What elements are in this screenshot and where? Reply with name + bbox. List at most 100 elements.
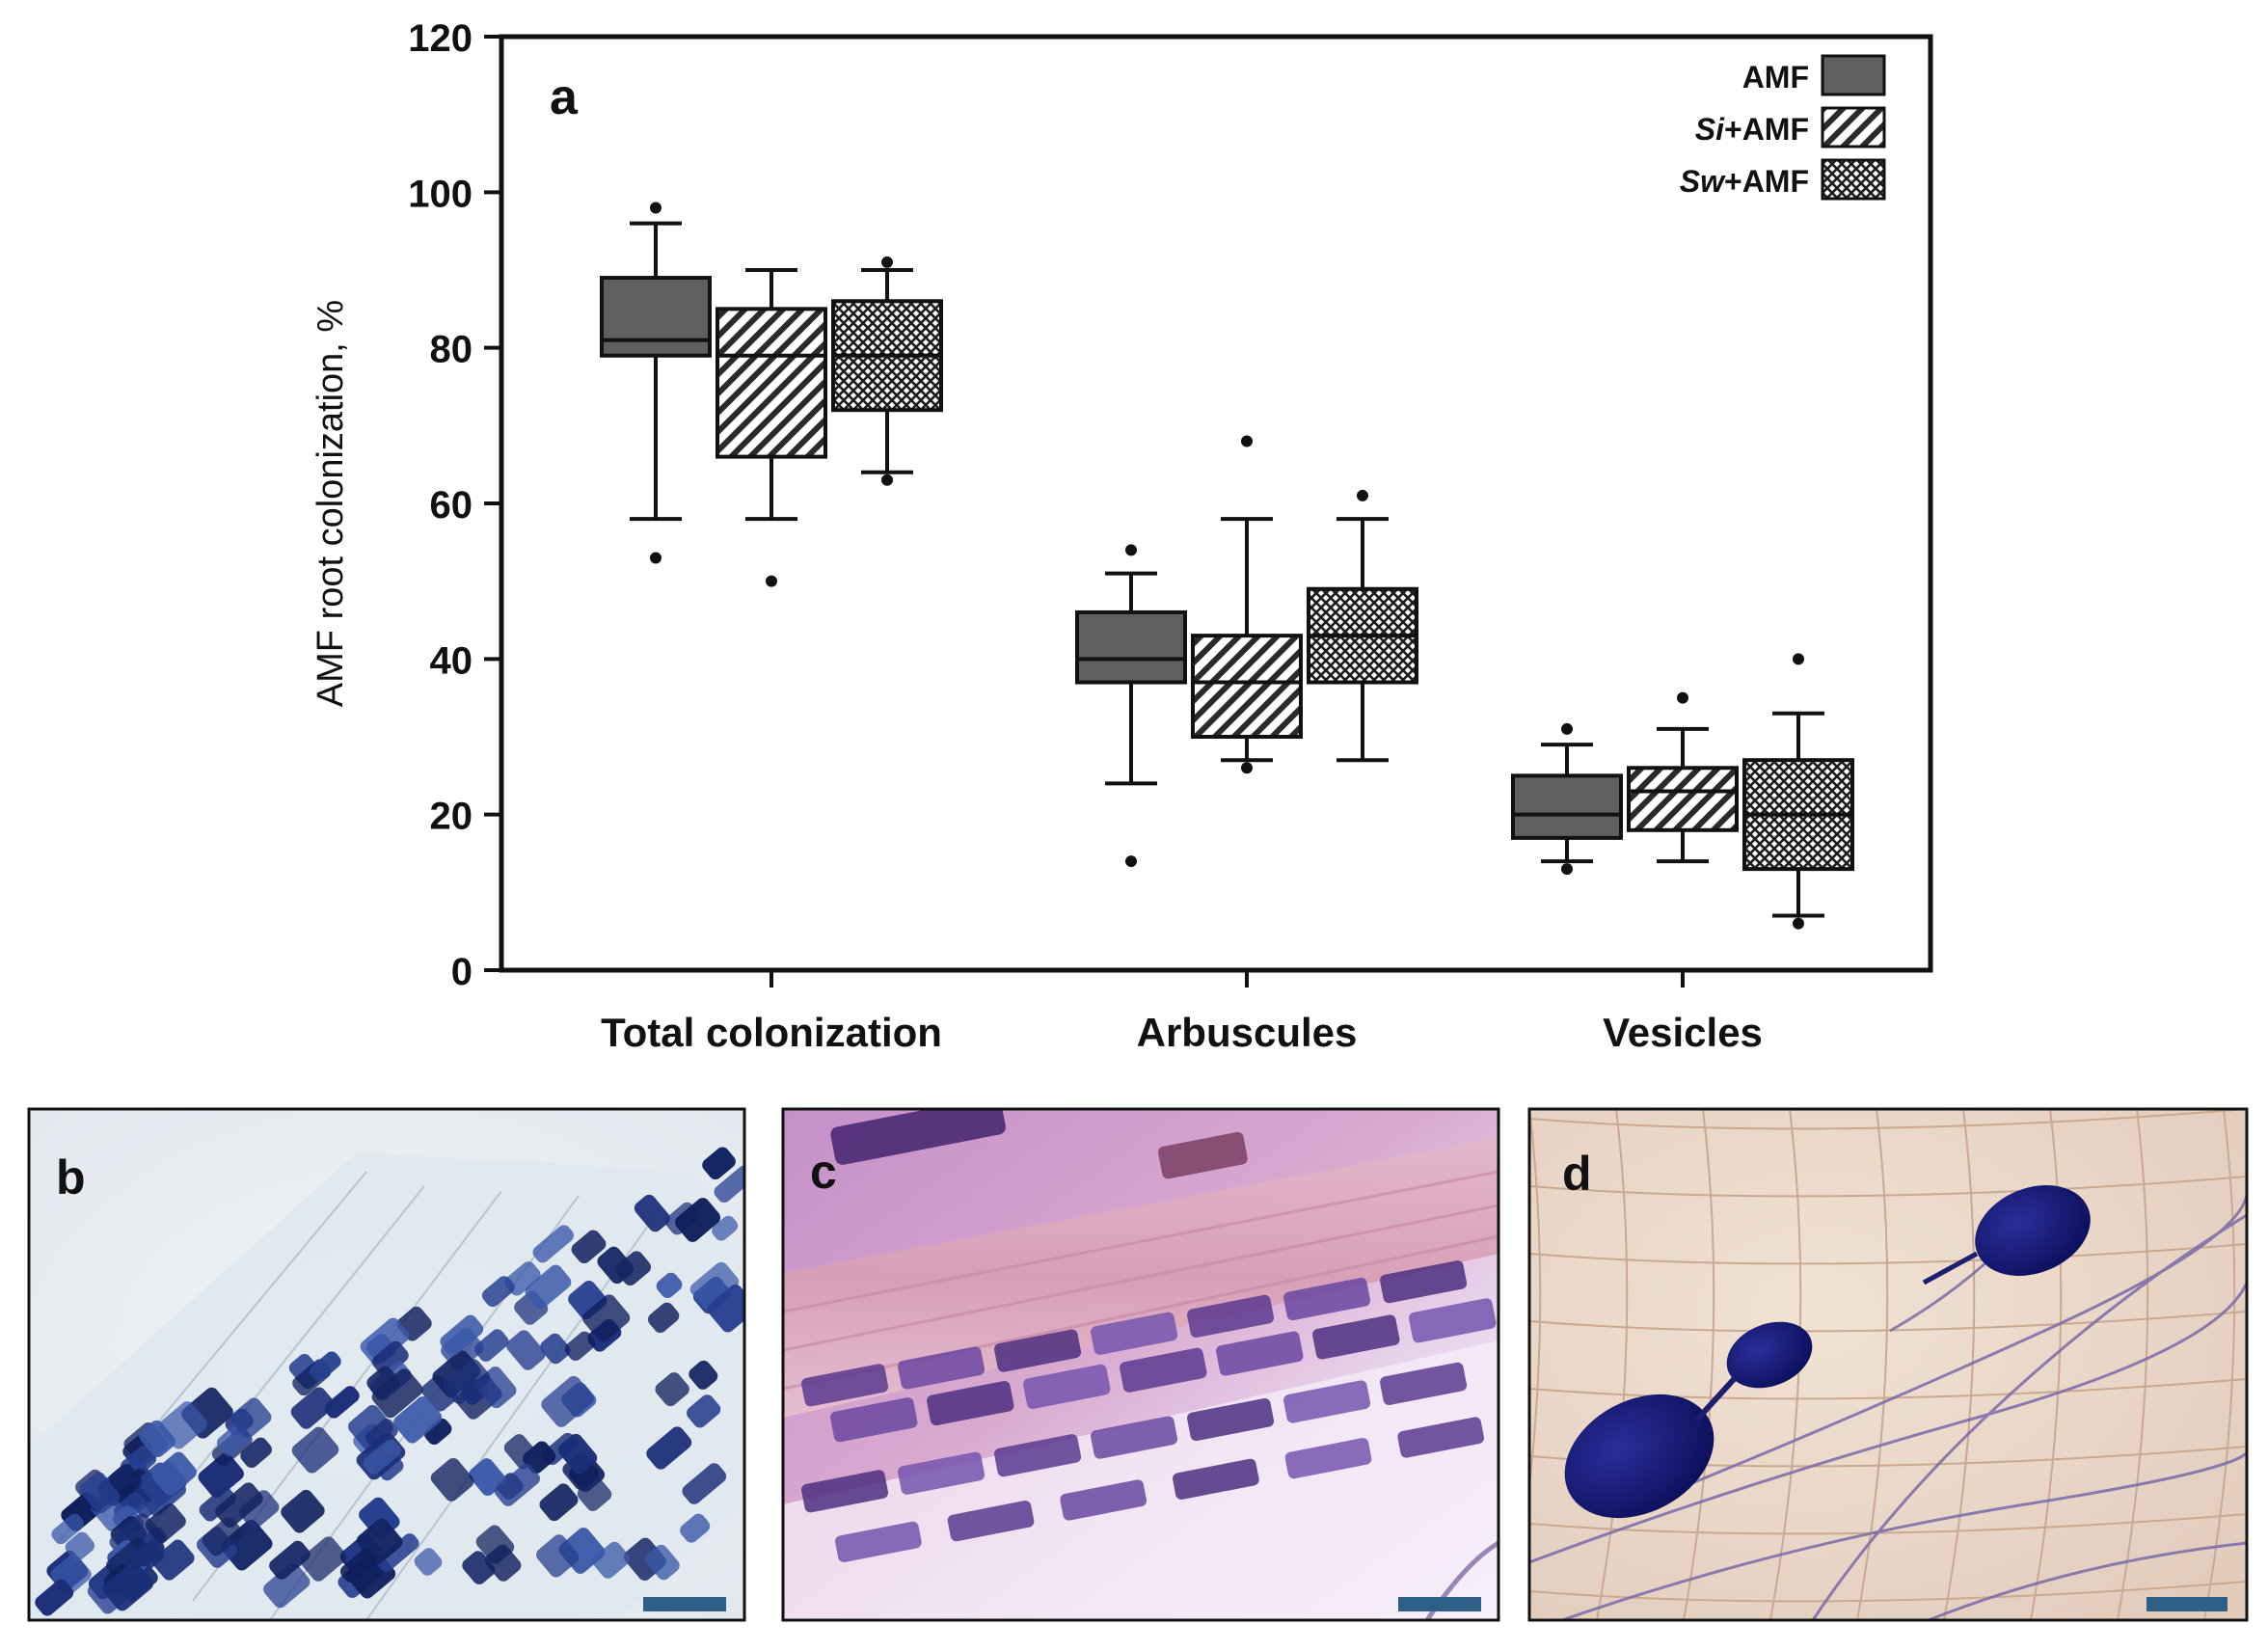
box-Si+AMF-Arbuscules — [1191, 435, 1303, 774]
panel-a-chart: a 0 20 40 60 80 100 120 AMF root colonization,… — [310, 17, 1933, 1055]
x-tick-label: Arbuscules — [1137, 1010, 1358, 1055]
x-tick-label: Total colonization — [601, 1010, 942, 1055]
box-Sw+AMF-Total colonization — [831, 256, 943, 486]
cell-wall — [1529, 1243, 2247, 1265]
stained-cell — [506, 1330, 546, 1370]
cell-wall — [1683, 1109, 1715, 1620]
cell-wall — [1529, 1311, 2247, 1333]
y-axis-label: AMF root colonization, % — [310, 300, 351, 707]
y-tick-label: 40 — [430, 639, 473, 682]
stained-cell — [577, 1476, 612, 1511]
stained-cell — [366, 1366, 400, 1399]
box-Si+AMF-Vesicles — [1627, 691, 1739, 864]
outlier-point — [1241, 435, 1253, 447]
box-iqr — [1627, 766, 1739, 832]
stained-cell — [1158, 1131, 1248, 1179]
stained-cells — [35, 1147, 744, 1616]
stained-cell — [291, 1426, 339, 1474]
stained-cell — [263, 1562, 310, 1609]
scale-bar-d — [2146, 1597, 2228, 1611]
panel-c-frame — [781, 1107, 1500, 1622]
legend-swatch — [1821, 106, 1886, 149]
stained-cell — [1409, 1298, 1497, 1343]
box-iqr — [1511, 773, 1623, 840]
scale-bar-c — [1398, 1597, 1481, 1611]
stained-cell — [648, 1302, 680, 1334]
y-tick-label: 60 — [430, 484, 473, 527]
cell-wall — [1529, 1378, 2247, 1400]
stained-cell — [581, 1294, 631, 1341]
y-tick-label: 20 — [430, 796, 473, 838]
stained-cell — [830, 1397, 918, 1443]
outlier-point — [1125, 855, 1137, 868]
box-AMF-Total colonization — [600, 202, 712, 564]
stained-cell — [655, 1372, 689, 1407]
box-Si+AMF-Total colonization — [716, 268, 827, 587]
stained-cell — [1380, 1260, 1468, 1304]
stained-cell — [564, 1331, 596, 1361]
panel-label-d: d — [1562, 1147, 1592, 1201]
stained-cell — [290, 1387, 335, 1429]
stained-cell — [687, 1394, 721, 1428]
outlier-point — [650, 552, 662, 564]
stained-cell — [675, 1198, 721, 1242]
stained-cell — [712, 1215, 739, 1241]
panel-b-frame — [27, 1107, 746, 1622]
panel-b-micrograph: b — [27, 1107, 746, 1622]
stained-cell — [371, 1340, 409, 1377]
stained-cell — [469, 1458, 506, 1497]
stained-cell — [557, 1433, 598, 1475]
stained-cell — [1187, 1397, 1275, 1442]
stained-cell — [215, 1482, 263, 1528]
stained-cell — [414, 1548, 443, 1576]
outlier-point — [1793, 653, 1804, 665]
stained-cell — [801, 1470, 889, 1513]
stained-cell — [495, 1463, 540, 1506]
box-AMF-Arbuscules — [1075, 544, 1187, 868]
outlier-point — [1677, 691, 1688, 704]
stained-cell — [198, 1452, 244, 1499]
stained-cell — [994, 1329, 1082, 1372]
y-tick-label: 120 — [408, 17, 472, 60]
cell-wall — [1529, 1109, 2247, 1130]
panel-label-b: b — [56, 1150, 86, 1204]
panel-label-a: a — [550, 69, 579, 125]
stained-cell — [830, 1109, 1006, 1165]
stained-cell — [269, 1540, 310, 1580]
stained-cell — [539, 1483, 579, 1522]
stained-cell — [1091, 1312, 1178, 1355]
stained-cell — [645, 1544, 680, 1581]
stained-cell — [525, 1264, 572, 1310]
cell-wall — [2030, 1109, 2063, 1620]
stained-cell — [424, 1418, 452, 1446]
stained-cell — [532, 1225, 574, 1263]
stained-cell — [688, 1360, 718, 1390]
stained-cell — [680, 1513, 711, 1543]
box-AMF-Vesicles — [1511, 722, 1623, 876]
box-Sw+AMF-Arbuscules — [1307, 489, 1418, 763]
stained-cell — [656, 1272, 683, 1299]
outlier-point — [881, 256, 893, 268]
stained-cell — [597, 1246, 634, 1285]
stained-cell — [145, 1503, 186, 1543]
stained-cell — [1283, 1277, 1371, 1321]
stained-cell — [363, 1439, 401, 1475]
stained-cell — [536, 1534, 580, 1578]
stained-cell — [35, 1579, 74, 1616]
y-tick-label: 0 — [451, 951, 472, 993]
outlier-point — [1357, 489, 1368, 501]
y-tick-label: 100 — [408, 173, 472, 215]
stained-cell — [947, 1501, 1035, 1542]
stained-cell — [300, 1536, 347, 1582]
stained-cell — [240, 1437, 272, 1468]
box-series — [600, 202, 1854, 930]
stained-cell — [239, 1490, 280, 1529]
stained-cell — [281, 1489, 325, 1533]
legend: AMF Si+AMF Sw+AMF — [1680, 54, 1886, 201]
stained-cell — [371, 1368, 423, 1419]
outlier-point — [1793, 917, 1804, 930]
legend-label: Sw+AMF — [1680, 164, 1809, 199]
outlier-point — [1241, 762, 1253, 774]
x-tick-label: Vesicles — [1603, 1010, 1763, 1055]
